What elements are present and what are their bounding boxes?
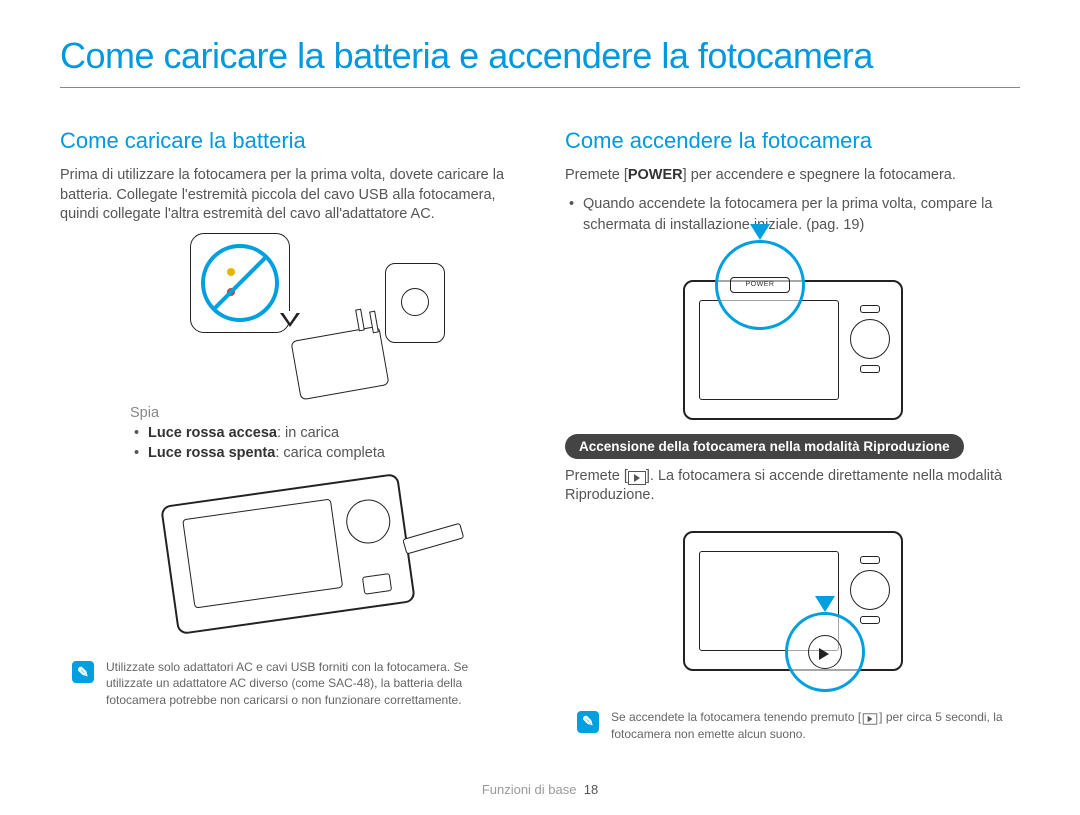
two-column-layout: Come caricare la batteria Prima di utili… [60,128,1020,748]
illustration-camera-power: POWER [565,246,1020,426]
led-item-off: Luce rossa spenta: carica completa [134,443,515,463]
page-title: Come caricare la batteria e accendere la… [60,35,1020,88]
note-icon: ✎ [72,661,94,683]
power-button-label: POWER [730,277,790,293]
led-indicator-block: Spia Luce rossa accesa: in carica Luce r… [60,405,515,464]
intro-text-charge: Prima di utilizzare la fotocamera per la… [60,166,515,225]
subsection-pill-playback: Accensione della fotocamera nella modali… [565,434,964,459]
arrow-down-icon [815,596,835,612]
led-item-on: Luce rossa accesa: in carica [134,423,515,443]
note-silent-poweron: ✎ Se accendete la fotocamera tenendo pre… [565,703,1020,748]
footer-section: Funzioni di base [482,782,577,797]
led-label: Spia [130,405,515,421]
column-left: Come caricare la batteria Prima di utili… [60,128,515,748]
playback-text: Premete []. La fotocamera si accende dir… [565,467,1020,506]
note-icon: ✎ [577,711,599,733]
led-status-list: Luce rossa accesa: in carica Luce rossa … [130,423,515,464]
note-text-silent: Se accendete la fotocamera tenendo premu… [611,709,1008,742]
column-right: Come accendere la fotocamera Premete [PO… [565,128,1020,748]
arrow-down-icon [750,224,770,240]
section-heading-power: Come accendere la fotocamera [565,128,1020,154]
power-bullet-1: Quando accendete la fotocamera per la pr… [569,194,1020,236]
power-bullet-list: Quando accendete la fotocamera per la pr… [565,194,1020,236]
footer-page-number: 18 [584,782,598,797]
intro-text-power: Premete [POWER] per accendere e spegnere… [565,166,1020,186]
play-icon [628,471,646,485]
note-adapter-warning: ✎ Utilizzate solo adattatori AC e cavi U… [60,653,515,714]
illustration-adapter [60,233,515,393]
page-footer: Funzioni di base 18 [0,782,1080,797]
play-icon [863,713,877,724]
illustration-camera-bottom [60,469,515,639]
illustration-camera-playback [565,514,1020,689]
note-text-adapter: Utilizzate solo adattatori AC e cavi USB… [106,659,503,708]
section-heading-charge: Come caricare la batteria [60,128,515,154]
